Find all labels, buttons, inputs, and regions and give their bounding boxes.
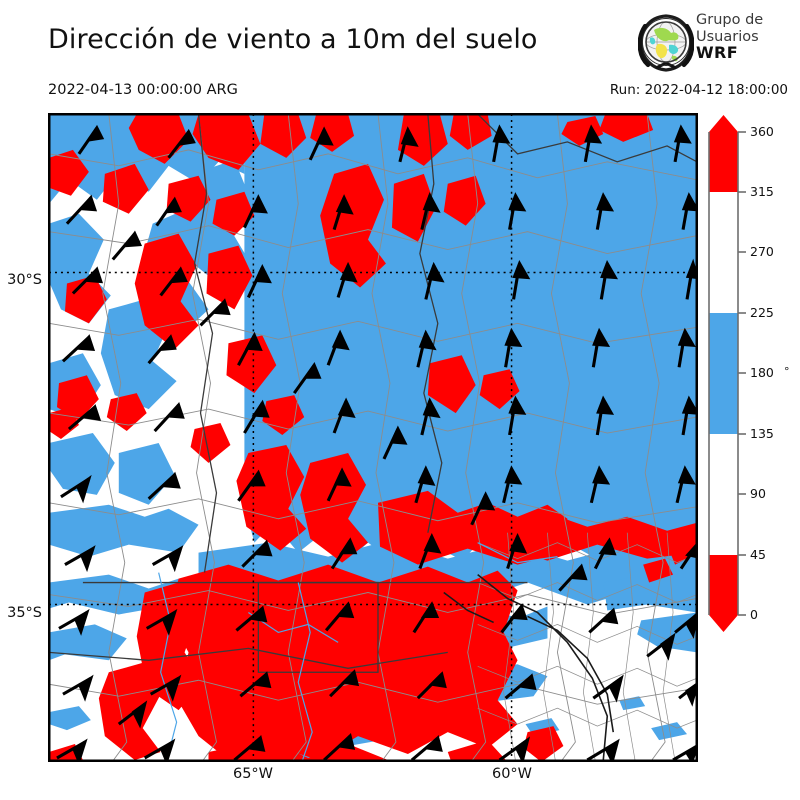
colorbar-tick-225: 225 — [750, 305, 774, 320]
colorbar-unit-label: ° — [784, 365, 790, 378]
logo-text: Grupo de Usuarios WRF — [696, 12, 796, 62]
logo-line-3: WRF — [696, 43, 739, 62]
logo-line-2: Usuarios — [696, 28, 759, 45]
run-time-label: Run: 2022-04-12 18:00:00 — [609, 82, 788, 98]
colorbar-tick-0: 0 — [750, 607, 758, 622]
admin-borders — [49, 114, 697, 761]
x-tick-label-60w: 60°W — [491, 766, 533, 782]
colorbar-tick-270: 270 — [750, 244, 774, 259]
wrf-user-group-globe-emblem — [638, 14, 694, 72]
wind-arrow-field — [56, 124, 697, 761]
colorbar-tick-135: 135 — [750, 426, 774, 441]
colorbar-tick-180: 180 — [750, 365, 774, 380]
gridlines — [49, 114, 697, 761]
colorbar-tick-360: 360 — [750, 124, 774, 139]
rivers — [158, 542, 558, 761]
colorbar[interactable]: 360 315 270 225 180 135 90 45 0 ° — [708, 115, 798, 763]
colorbar-tick-315: 315 — [750, 184, 774, 199]
province-boundaries — [49, 114, 697, 673]
wind-direction-field — [49, 114, 697, 761]
logo-line-1: Grupo de — [696, 12, 764, 28]
map-plot-area[interactable] — [48, 113, 698, 762]
colorbar-tick-90: 90 — [750, 486, 766, 501]
page-title: Dirección de viento a 10m del suelo — [48, 24, 538, 55]
valid-time-label: 2022-04-13 00:00:00 ARG — [48, 82, 238, 98]
y-tick-label-35s: 35°S — [7, 605, 42, 621]
y-tick-label-30s: 30°S — [7, 272, 42, 288]
colorbar-graphic — [708, 115, 746, 632]
coastline — [443, 573, 615, 761]
x-tick-label-65w: 65°W — [232, 766, 274, 782]
wrf-user-group-logo: Grupo de Usuarios WRF — [638, 12, 796, 74]
colorbar-tick-45: 45 — [750, 547, 766, 562]
